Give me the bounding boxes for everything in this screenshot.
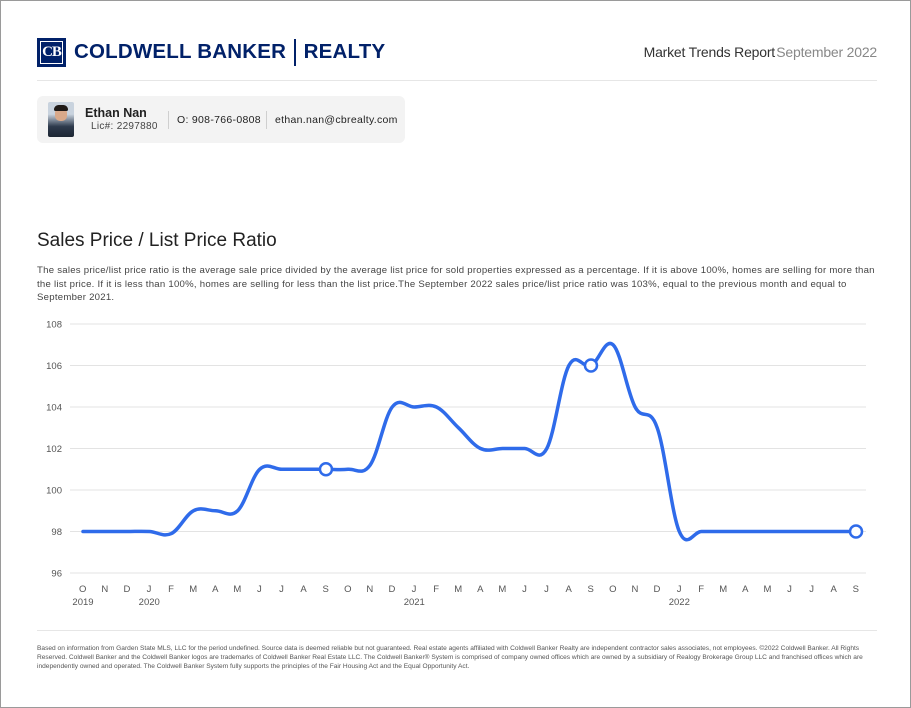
- x-tick-label: J: [412, 584, 417, 595]
- section-description: The sales price/list price ratio is the …: [37, 265, 875, 303]
- report-date: September 2022: [776, 44, 877, 60]
- agent-card: Ethan Nan Lic#: 2297880 O: 908-766-0808 …: [37, 96, 405, 143]
- x-tick-label: M: [498, 584, 506, 595]
- x-tick-label: S: [588, 584, 595, 595]
- x-tick-label: J: [522, 584, 527, 595]
- x-tick-label: A: [742, 584, 749, 595]
- x-tick-label: M: [719, 584, 727, 595]
- brand-divider: [294, 39, 296, 66]
- x-tick-label: O: [79, 584, 87, 595]
- x-tick-label: S: [853, 584, 860, 595]
- agent-license: Lic#: 2297880: [91, 121, 158, 132]
- x-tick-label: M: [189, 584, 197, 595]
- brand-wordmark: COLDWELL BANKER REALTY: [74, 39, 385, 66]
- x-tick-label: F: [433, 584, 439, 595]
- x-tick-label: S: [323, 584, 330, 595]
- x-tick-label: A: [830, 584, 837, 595]
- year-label: 2019: [72, 597, 93, 608]
- x-tick-label: J: [809, 584, 814, 595]
- footer-divider: [37, 630, 877, 631]
- footer-disclaimer: Based on information from Garden State M…: [37, 645, 863, 671]
- y-tick-label: 108: [46, 320, 62, 331]
- data-point-marker: [318, 462, 334, 477]
- brand-name-right: REALTY: [303, 39, 386, 63]
- x-tick-label: J: [257, 584, 262, 595]
- y-tick-label: 106: [46, 361, 62, 372]
- cb-logo-mark: CB: [37, 38, 66, 67]
- agent-avatar: [48, 102, 74, 137]
- x-tick-label: F: [168, 584, 174, 595]
- x-tick-label: M: [763, 584, 771, 595]
- x-tick-label: N: [101, 584, 108, 595]
- x-tick-label: N: [366, 584, 373, 595]
- x-tick-label: A: [212, 584, 219, 595]
- brand-logo: CB COLDWELL BANKER REALTY: [37, 37, 385, 68]
- x-tick-label: O: [609, 584, 617, 595]
- x-tick-label: A: [300, 584, 307, 595]
- x-tick-label: M: [454, 584, 462, 595]
- y-tick-label: 104: [46, 403, 62, 414]
- x-tick-label: J: [544, 584, 549, 595]
- x-tick-label: J: [677, 584, 682, 595]
- agent-email: ethan.nan@cbrealty.com: [275, 114, 398, 126]
- data-point-marker: [583, 358, 599, 373]
- x-tick-label: F: [698, 584, 704, 595]
- x-tick-label: D: [654, 584, 661, 595]
- series-line: [81, 341, 858, 542]
- x-tick-label: D: [123, 584, 130, 595]
- x-tick-label: A: [477, 584, 484, 595]
- year-label: 2022: [669, 597, 690, 608]
- x-tick-label: M: [233, 584, 241, 595]
- y-tick-label: 102: [46, 444, 62, 455]
- x-tick-label: D: [389, 584, 396, 595]
- y-tick-label: 96: [51, 569, 62, 580]
- avatar-hair: [54, 105, 68, 111]
- x-tick-label: J: [279, 584, 284, 595]
- agent-phone: O: 908-766-0808: [177, 114, 261, 126]
- header-divider: [37, 80, 877, 81]
- ratio-line-chart: 96 98 100 102 104 106 108 O N D J F M A M J J A S O N D J F M A M J…: [46, 320, 866, 608]
- y-tick-label: 98: [51, 527, 62, 538]
- year-label: 2021: [404, 597, 425, 608]
- x-tick-label: A: [565, 584, 572, 595]
- x-tick-label: J: [147, 584, 152, 595]
- agent-name: Ethan Nan: [85, 106, 147, 120]
- data-point-marker: [848, 524, 864, 539]
- brand-name-left: COLDWELL BANKER: [74, 39, 287, 63]
- x-tick-label: J: [787, 584, 792, 595]
- year-label: 2020: [139, 597, 160, 608]
- report-title: Market Trends Report: [643, 44, 776, 60]
- x-tick-label: N: [631, 584, 638, 595]
- x-tick-label: O: [344, 584, 352, 595]
- section-title: Sales Price / List Price Ratio: [37, 230, 277, 251]
- y-tick-label: 100: [46, 486, 62, 497]
- card-divider: [266, 111, 267, 129]
- card-divider: [168, 111, 169, 129]
